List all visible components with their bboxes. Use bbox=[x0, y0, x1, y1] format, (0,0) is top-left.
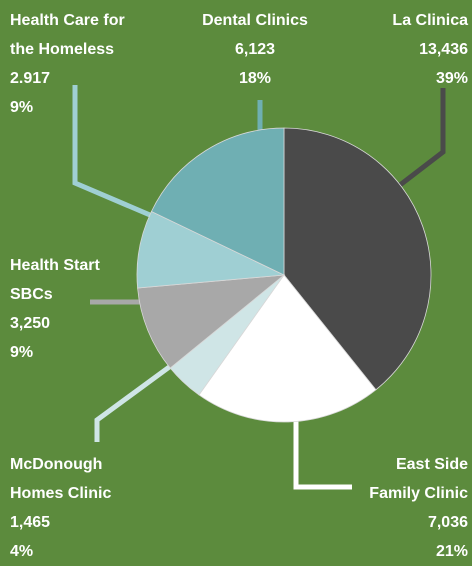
slice-label: Health Care for the Homeless 2.917 9% bbox=[10, 6, 145, 122]
slice-percent: 9% bbox=[10, 99, 34, 116]
slice-percent: 21% bbox=[435, 543, 468, 560]
slice-name: McDonough Homes Clinic bbox=[10, 456, 112, 502]
slice-name: Dental Clinics bbox=[202, 12, 308, 29]
slice-value: 2.917 bbox=[10, 70, 51, 87]
leader-line bbox=[72, 85, 151, 218]
slice-value: 1,465 bbox=[10, 514, 51, 531]
slice-name: Health Care for the Homeless bbox=[10, 12, 125, 58]
slice-name: La Clinica bbox=[392, 12, 468, 29]
leader-line bbox=[293, 410, 352, 490]
slice-value: 6,123 bbox=[234, 41, 276, 58]
slice-percent: 9% bbox=[10, 344, 34, 361]
slice-percent: 18% bbox=[238, 70, 272, 87]
leader-lines bbox=[72, 85, 446, 490]
slice-label: Dental Clinics 6,123 18% bbox=[185, 6, 325, 93]
slice-value: 13,436 bbox=[419, 41, 468, 58]
pie-slice bbox=[150, 127, 285, 276]
leader-line bbox=[398, 88, 446, 187]
pie-slice bbox=[137, 274, 286, 369]
slice-value: 3,250 bbox=[10, 315, 51, 332]
slice-name: Health Start SBCs bbox=[10, 257, 100, 303]
leader-line bbox=[94, 362, 174, 442]
slice-label: Health Start SBCs 3,250 9% bbox=[10, 251, 130, 367]
slice-label: McDonough Homes Clinic 1,465 4% bbox=[10, 450, 130, 566]
slice-percent: 4% bbox=[10, 543, 34, 560]
slice-label: La Clinica 13,436 39% bbox=[348, 6, 468, 93]
slice-label: East Side Family Clinic 7,036 21% bbox=[348, 450, 468, 566]
slice-percent: 39% bbox=[435, 70, 468, 87]
pie-slice bbox=[283, 127, 432, 391]
pie-slice bbox=[198, 274, 377, 423]
slice-name: East Side Family Clinic bbox=[369, 456, 468, 502]
slice-value: 7,036 bbox=[427, 514, 468, 531]
